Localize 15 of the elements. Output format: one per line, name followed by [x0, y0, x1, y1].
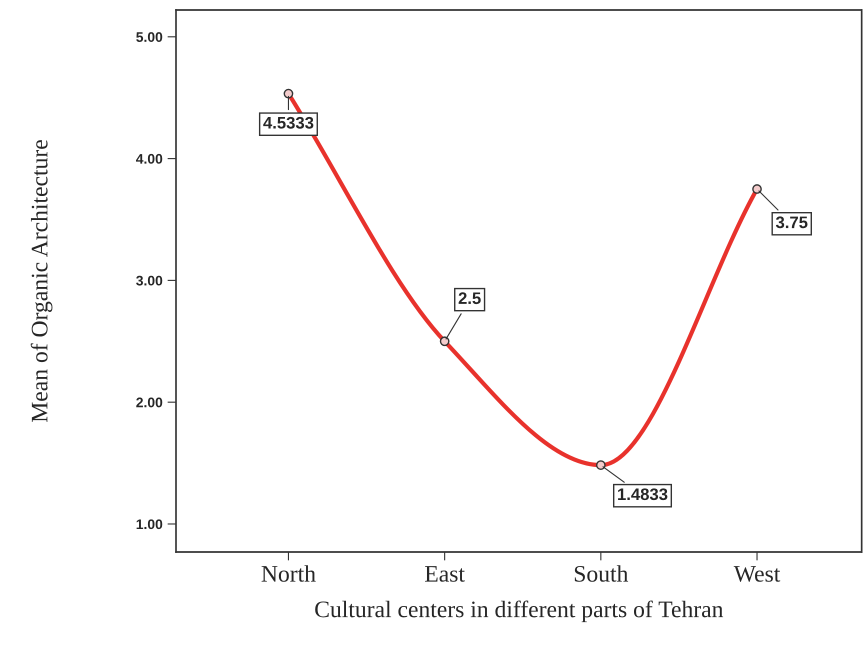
x-tick-label: East	[425, 566, 465, 582]
data-label: 4.5333	[263, 116, 314, 129]
y-tick-label: 2.00	[136, 398, 162, 408]
y-tick-label: 1.00	[136, 519, 162, 530]
data-label: 3.75	[776, 216, 808, 228]
x-tick-label: North	[262, 565, 316, 582]
y-axis-title: Mean of Organic Architecture	[30, 140, 52, 422]
y-tick-label: 5.00	[136, 32, 162, 42]
data-label: 1.4833	[618, 488, 668, 500]
x-tick-label: West	[734, 566, 780, 582]
y-tick-label: 3.00	[136, 276, 162, 286]
x-axis-title: Cultural centers in different parts of Tehran	[315, 600, 724, 622]
data-label: 2.5	[458, 292, 481, 304]
y-tick-label: 4.00	[136, 154, 162, 164]
x-tick-label: South	[574, 565, 628, 582]
